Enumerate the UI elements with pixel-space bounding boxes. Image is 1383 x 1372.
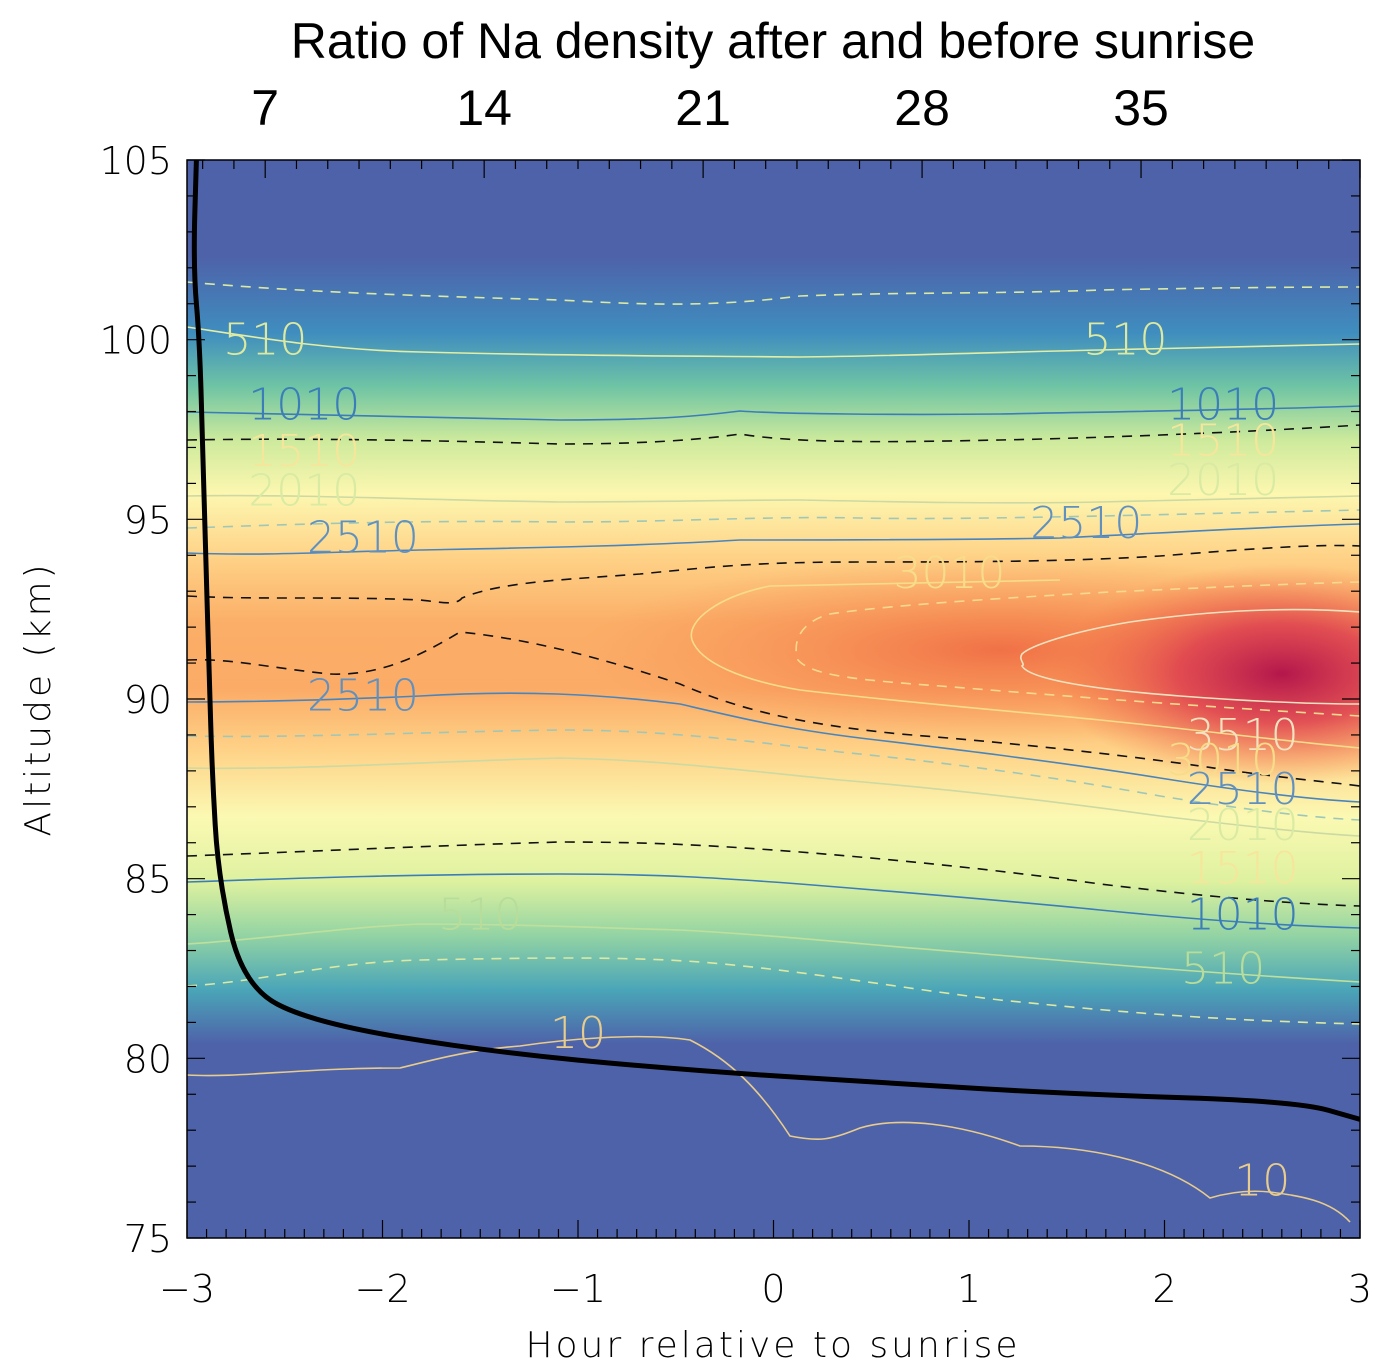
frame-ticks [186,159,1361,1239]
y-tick-label: 90 [124,678,172,722]
contour-2510-lower [187,692,1360,803]
top-tick-label: 7 [251,80,279,136]
y-tick-label: 100 [99,319,172,363]
contour-label: 3510 [1187,710,1299,761]
y-tick-label: 105 [99,139,172,183]
contour-label: 1010 [1167,379,1279,430]
x-tick-label: −1 [550,1267,606,1311]
heatmap-density-peak [1051,563,1360,784]
contour-label: 2010 [1167,455,1279,506]
contour-3510-inner [1020,608,1360,705]
plot-area: 5101010151020102510251051010301051010101… [187,160,1360,1238]
contour-1010-upper [187,405,1360,421]
x-axis-ticks: −3 −2 −1 0 1 2 3 [159,1267,1372,1311]
contour-dashed-upper [187,281,1360,305]
contour-510-upper [187,326,1360,358]
x-tick-label: −2 [354,1267,410,1311]
contour-lines [187,281,1360,1223]
contour-label: 1010 [1187,890,1299,941]
contour-label: 1510 [248,426,360,477]
x-tick-label: 1 [957,1267,981,1311]
contour-label: 510 [1083,315,1167,366]
contour-label: 510 [1181,944,1265,995]
x-tick-label: −3 [159,1267,215,1311]
contour-label: 2510 [307,670,419,721]
top-tick-label: 35 [1113,80,1169,136]
contour-label: 1510 [1187,843,1299,894]
y-axis-label: Altitude (km) [18,561,59,836]
contour-label: 10 [550,1008,606,1059]
contour-10 [187,1035,1351,1223]
contour-dashed-black-upper [187,424,1360,445]
contour-510-lower [187,923,1360,983]
top-axis-ticks: 7 14 21 28 35 [251,80,1169,136]
contour-label: 10 [1234,1156,1290,1207]
contour-dashed-bottom [187,957,1360,1025]
contour-2010-lower [187,757,1360,837]
x-tick-label: 0 [761,1267,785,1311]
contour-label: 2510 [1187,764,1299,815]
contour-label: 1010 [248,379,360,430]
contour-dashed-black-bottom [187,841,1360,907]
contour-label: 2010 [1187,800,1299,851]
top-tick-label: 28 [894,80,950,136]
x-axis-label: Hour relative to sunrise [525,1325,1020,1366]
contour-dashed-mid-upper [187,509,1360,529]
top-tick-label: 21 [675,80,731,136]
ratio-line [191,160,1360,1122]
contour-2010-upper [187,494,1360,504]
y-tick-label: 80 [124,1037,172,1081]
x-tick-label: 3 [1348,1267,1372,1311]
y-tick-label: 95 [124,498,172,542]
contour-label: 510 [438,890,522,941]
x-tick-label: 2 [1152,1267,1176,1311]
contour-label: 3010 [893,548,1005,599]
contour-label: 2510 [1030,498,1142,549]
contour-dashed-black-lower [187,631,1360,787]
contour-2510-upper [187,523,1360,555]
top-tick-label: 14 [456,80,512,136]
contour-labels: 5101010151020102510251051010301051010101… [223,315,1298,1207]
y-axis-ticks: 75 80 85 90 95 100 105 [99,139,172,1261]
contour-3010-dashed [795,581,1360,717]
y-tick-label: 75 [124,1217,172,1261]
contour-label: 2510 [307,512,419,563]
contour-dashed-mid-lower [187,729,1360,821]
contour-label: 1510 [1167,415,1279,466]
contour-1010-lower [187,873,1360,929]
contour-dashed-black-mid [187,544,1360,604]
contour-label: 510 [223,315,307,366]
contour-3010-inner [690,579,1360,749]
y-tick-label: 85 [124,858,172,902]
contour-label: 3010 [1167,735,1279,786]
chart-title: Ratio of Na density after and before sun… [291,13,1255,69]
contour-label: 2010 [248,466,360,517]
